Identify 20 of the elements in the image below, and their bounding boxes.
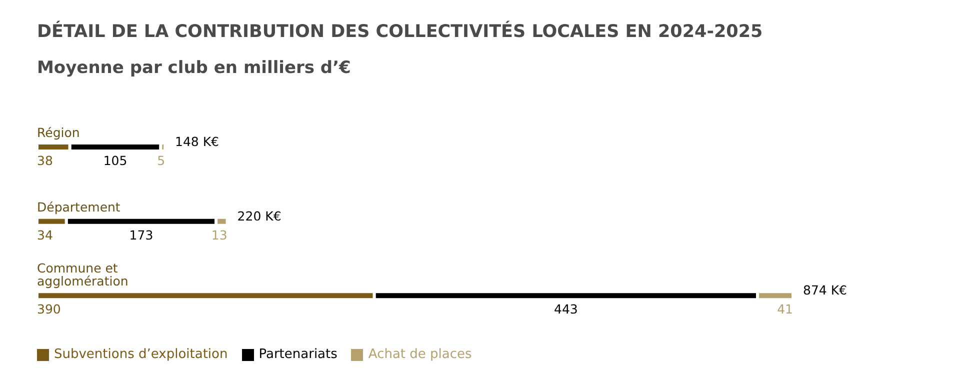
data-label: 390 (37, 302, 61, 317)
data-label: 13 (211, 227, 228, 242)
data-label: 105 (103, 153, 128, 168)
chart-title: DÉTAIL DE LA CONTRIBUTION DES COLLECTIVITÉS LOCALES EN 2024-2025 (37, 22, 763, 42)
legend-label: Achat de places (368, 347, 472, 362)
data-label: 41 (777, 302, 793, 317)
total-label: 148 K€ (175, 134, 220, 149)
chart-subtitle: Moyenne par club en milliers d’€ (37, 58, 351, 78)
data-label: 38 (37, 153, 53, 168)
total-label: 220 K€ (237, 208, 282, 224)
legend-label: Partenariats (258, 347, 338, 362)
data-label: 443 (554, 302, 578, 317)
y-tick-label: Département (37, 199, 120, 214)
data-label: 34 (37, 227, 53, 242)
data-label: 173 (129, 227, 154, 242)
legend-label: Subventions d’exploitation (54, 347, 228, 362)
y-tick-label: Région (37, 125, 80, 140)
data-label: 5 (157, 153, 166, 168)
y-tick-label: Commune et agglomération (37, 260, 128, 289)
total-label: 874 K€ (803, 282, 848, 298)
